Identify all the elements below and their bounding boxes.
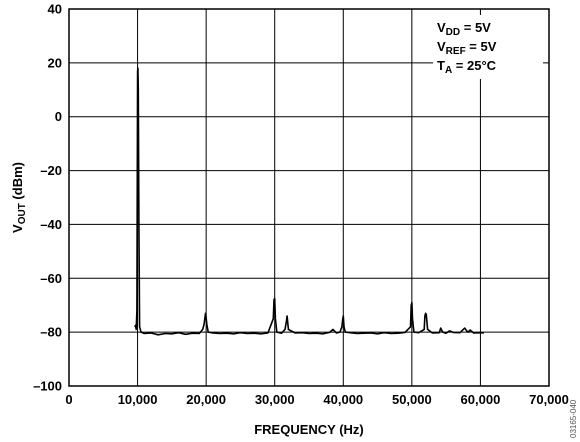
condition-symbol: V [437, 20, 446, 35]
y-tick-label: 40 [48, 2, 62, 17]
y-axis-label-unit: (dBm) [10, 162, 25, 203]
condition-value: = 5V [460, 20, 491, 35]
x-tick-label: 50,000 [392, 392, 432, 407]
x-tick-label: 40,000 [323, 392, 363, 407]
x-tick-labels: 0 10,000 20,000 30,000 40,000 50,000 60,000 70,… [65, 392, 569, 407]
x-tick-label: 20,000 [186, 392, 226, 407]
condition-symbol: T [437, 58, 445, 73]
y-tick-label: –40 [40, 217, 62, 232]
y-tick-label: –60 [40, 271, 62, 286]
plot-frame [68, 8, 550, 387]
y-axis-label-subscript: OUT [17, 203, 28, 224]
x-tick-label: 70,000 [529, 392, 569, 407]
y-tick-label: –100 [33, 379, 62, 394]
x-tick-label: 60,000 [461, 392, 501, 407]
x-tick-label: 0 [65, 392, 72, 407]
condition-value: = 25°C [452, 58, 496, 73]
figure-id: 03165-040 [569, 399, 578, 438]
series-line [134, 67, 484, 336]
conditions-box-background [433, 15, 543, 79]
y-tick-labels: –100 –80 –60 –40 –20 0 20 40 [33, 2, 62, 394]
condition-line: TA = 25°C [437, 58, 497, 76]
x-tick-label: 10,000 [118, 392, 158, 407]
condition-subscript: A [445, 65, 452, 76]
x-tick-label: 30,000 [255, 392, 295, 407]
y-tick-label: –20 [40, 163, 62, 178]
x-axis-label: FREQUENCY (Hz) [254, 422, 364, 437]
series-layer [134, 67, 484, 336]
y-tick-label: 20 [48, 55, 62, 70]
condition-line: VDD = 5V [437, 20, 491, 38]
y-tick-label: 0 [55, 109, 62, 124]
condition-line: VREF = 5V [437, 39, 497, 57]
condition-subscript: DD [446, 27, 460, 38]
condition-symbol: V [437, 39, 446, 54]
y-axis-label-main: V [10, 224, 25, 233]
condition-subscript: REF [446, 46, 466, 57]
y-tick-label: –80 [40, 325, 62, 340]
y-axis-label: VOUT (dBm) [10, 162, 28, 233]
condition-value: = 5V [466, 39, 497, 54]
